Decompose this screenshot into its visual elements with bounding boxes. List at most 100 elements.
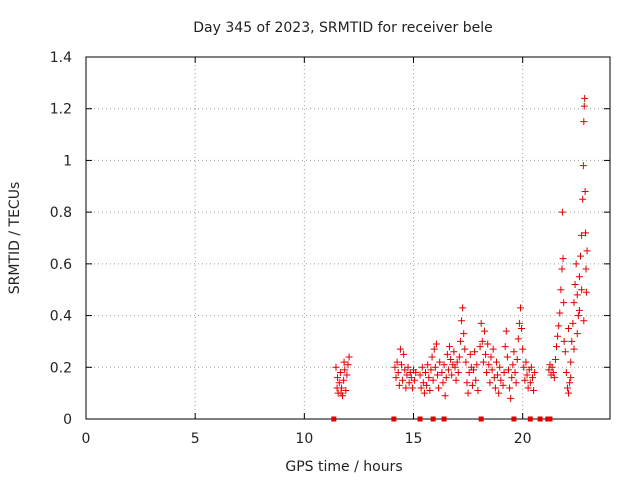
data-point — [556, 309, 564, 317]
data-point — [439, 379, 447, 387]
data-point — [443, 350, 451, 358]
data-point — [573, 291, 581, 299]
data-point — [404, 363, 412, 371]
y-tick-label: 0 — [63, 412, 72, 428]
data-point — [424, 361, 432, 369]
data-point — [565, 389, 573, 397]
data-point — [337, 389, 345, 397]
data-point — [509, 361, 517, 369]
data-point — [434, 371, 442, 379]
data-point — [479, 358, 487, 366]
data-point — [495, 389, 503, 397]
data-point — [480, 327, 488, 335]
data-point — [489, 345, 497, 353]
zero-marker — [417, 416, 423, 422]
data-point — [579, 195, 587, 203]
data-point — [422, 368, 430, 376]
data-point — [396, 345, 404, 353]
data-point — [395, 381, 403, 389]
data-point — [460, 330, 468, 338]
data-point — [425, 374, 433, 382]
data-point — [477, 319, 485, 327]
y-axis-ticks: 0 0.2 0.4 0.6 0.8 1 1.2 1.4 — [50, 50, 610, 428]
data-point — [558, 208, 566, 216]
data-point — [518, 325, 526, 332]
zero-marker — [537, 416, 543, 422]
data-point — [562, 368, 570, 376]
y-tick-label: 1 — [63, 153, 72, 169]
data-point — [468, 381, 476, 389]
data-point — [442, 374, 450, 382]
data-point — [438, 368, 446, 376]
zero-marker — [511, 416, 517, 422]
y-tick-label: 1.2 — [50, 102, 72, 118]
data-point — [472, 376, 480, 384]
data-point — [476, 343, 484, 351]
data-point — [506, 384, 514, 392]
data-point — [344, 361, 352, 369]
data-point — [501, 343, 509, 351]
data-point — [554, 332, 562, 340]
zero-marker — [527, 416, 533, 422]
data-point — [393, 358, 401, 366]
data-point — [429, 376, 437, 384]
data-point — [524, 384, 532, 392]
data-point — [582, 288, 590, 296]
data-point — [516, 304, 524, 312]
data-point — [519, 345, 527, 353]
data-point — [568, 337, 576, 345]
data-point — [341, 366, 349, 374]
data-point — [567, 358, 575, 366]
data-point — [559, 255, 567, 263]
data-point — [435, 384, 443, 392]
data-point — [405, 379, 413, 387]
data-point — [394, 368, 402, 376]
data-point — [573, 330, 581, 338]
data-point — [473, 361, 481, 369]
data-point — [431, 363, 439, 371]
data-point — [446, 343, 454, 351]
data-point — [471, 348, 479, 356]
data-point — [583, 247, 591, 255]
data-point — [335, 379, 343, 387]
data-point — [464, 389, 472, 397]
data-point — [560, 337, 568, 345]
data-point — [487, 353, 495, 361]
data-point — [531, 368, 539, 376]
data-point — [507, 394, 515, 402]
data-point — [432, 340, 440, 348]
data-point — [436, 358, 444, 366]
data-point — [488, 366, 496, 374]
data-point — [577, 252, 585, 260]
data-point — [466, 350, 474, 358]
data-point — [575, 306, 583, 314]
data-point — [427, 366, 435, 374]
data-point — [485, 361, 493, 369]
y-tick-label: 0.4 — [50, 309, 72, 325]
data-point — [417, 384, 425, 392]
data-point — [569, 319, 577, 327]
data-point — [412, 368, 420, 376]
x-tick-label: 20 — [514, 431, 532, 447]
data-point — [574, 312, 582, 320]
chart-title: Day 345 of 2023, SRMTID for receiver bel… — [193, 20, 492, 36]
zero-marker — [430, 416, 436, 422]
zero-marker — [547, 416, 553, 422]
data-point — [483, 368, 491, 376]
y-tick-label: 0.2 — [50, 360, 72, 376]
data-point — [454, 368, 462, 376]
data-point — [582, 265, 590, 273]
data-point — [402, 384, 410, 392]
data-point — [411, 376, 419, 384]
data-point — [474, 387, 482, 395]
data-point — [578, 231, 586, 239]
data-point — [527, 363, 535, 371]
data-point — [500, 368, 508, 376]
data-point — [486, 379, 494, 387]
zero-marker — [391, 416, 397, 422]
data-point — [555, 322, 563, 330]
data-point — [491, 384, 499, 392]
data-point — [463, 379, 471, 387]
data-point — [570, 299, 578, 307]
x-axis-ticks: 0 5 10 15 20 — [82, 57, 532, 447]
